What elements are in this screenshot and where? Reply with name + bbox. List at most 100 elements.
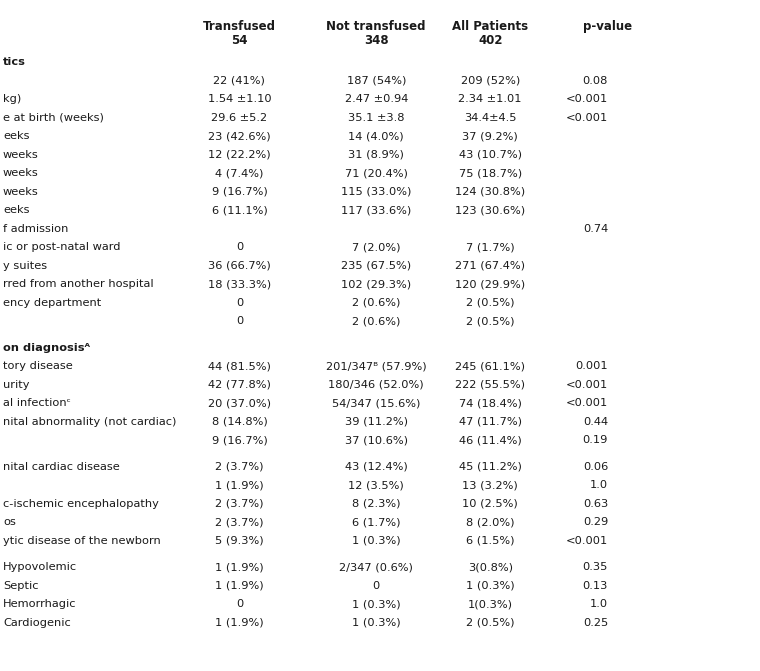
Text: 47 (11.7%): 47 (11.7%) xyxy=(459,417,521,427)
Text: 1.0: 1.0 xyxy=(590,599,608,609)
Text: 1 (1.9%): 1 (1.9%) xyxy=(215,581,264,591)
Text: f admission: f admission xyxy=(3,224,68,234)
Text: 46 (11.4%): 46 (11.4%) xyxy=(459,435,521,446)
Text: 8 (2.0%): 8 (2.0%) xyxy=(466,517,515,527)
Text: 2/347 (0.6%): 2/347 (0.6%) xyxy=(339,562,413,572)
Text: nital abnormality (not cardiac): nital abnormality (not cardiac) xyxy=(3,417,176,427)
Text: 0.06: 0.06 xyxy=(583,462,608,472)
Text: 23 (42.6%): 23 (42.6%) xyxy=(208,132,271,142)
Text: 0: 0 xyxy=(236,242,243,252)
Text: 2 (3.7%): 2 (3.7%) xyxy=(215,499,264,509)
Text: 1 (0.3%): 1 (0.3%) xyxy=(352,618,401,628)
Text: 2 (3.7%): 2 (3.7%) xyxy=(215,517,264,527)
Text: nital cardiac disease: nital cardiac disease xyxy=(3,462,120,472)
Text: 39 (11.2%): 39 (11.2%) xyxy=(345,417,407,427)
Text: 201/347ᴮ (57.9%): 201/347ᴮ (57.9%) xyxy=(326,362,426,372)
Text: 20 (37.0%): 20 (37.0%) xyxy=(208,399,271,409)
Text: 245 (61.1%): 245 (61.1%) xyxy=(455,362,525,372)
Text: 402: 402 xyxy=(478,34,502,47)
Text: 6 (1.7%): 6 (1.7%) xyxy=(352,517,401,527)
Text: rred from another hospital: rred from another hospital xyxy=(3,280,154,289)
Text: 0.19: 0.19 xyxy=(583,435,608,446)
Text: 0.63: 0.63 xyxy=(583,499,608,509)
Text: ency department: ency department xyxy=(3,298,101,308)
Text: 12 (3.5%): 12 (3.5%) xyxy=(348,480,404,491)
Text: y suites: y suites xyxy=(3,261,47,271)
Text: 117 (33.6%): 117 (33.6%) xyxy=(341,205,411,215)
Text: 6 (1.5%): 6 (1.5%) xyxy=(466,536,515,546)
Text: 34.4±4.5: 34.4±4.5 xyxy=(464,113,517,123)
Text: 42 (77.8%): 42 (77.8%) xyxy=(208,380,271,390)
Text: 1 (1.9%): 1 (1.9%) xyxy=(215,480,264,491)
Text: Not transfused: Not transfused xyxy=(327,20,426,33)
Text: kg): kg) xyxy=(3,95,21,105)
Text: weeks: weeks xyxy=(3,187,39,197)
Text: 2 (0.5%): 2 (0.5%) xyxy=(466,317,515,327)
Text: 71 (20.4%): 71 (20.4%) xyxy=(345,168,407,178)
Text: 0: 0 xyxy=(236,317,243,327)
Text: 8 (14.8%): 8 (14.8%) xyxy=(211,417,268,427)
Text: 74 (18.4%): 74 (18.4%) xyxy=(459,399,521,409)
Text: 2 (0.5%): 2 (0.5%) xyxy=(466,618,515,628)
Text: 115 (33.0%): 115 (33.0%) xyxy=(341,187,411,197)
Text: 43 (10.7%): 43 (10.7%) xyxy=(459,150,521,160)
Text: 9 (16.7%): 9 (16.7%) xyxy=(211,187,268,197)
Text: eeks: eeks xyxy=(3,132,30,142)
Text: 1 (1.9%): 1 (1.9%) xyxy=(215,618,264,628)
Text: 1 (1.9%): 1 (1.9%) xyxy=(215,562,264,572)
Text: 2 (3.7%): 2 (3.7%) xyxy=(215,462,264,472)
Text: 37 (10.6%): 37 (10.6%) xyxy=(345,435,407,446)
Text: <0.001: <0.001 xyxy=(565,536,608,546)
Text: 37 (9.2%): 37 (9.2%) xyxy=(462,132,518,142)
Text: 22 (41%): 22 (41%) xyxy=(214,76,265,86)
Text: 1 (0.3%): 1 (0.3%) xyxy=(352,599,401,609)
Text: 0.001: 0.001 xyxy=(575,362,608,372)
Text: 0: 0 xyxy=(372,581,380,591)
Text: 2.47 ±0.94: 2.47 ±0.94 xyxy=(344,95,408,105)
Text: 0: 0 xyxy=(236,298,243,308)
Text: 235 (67.5%): 235 (67.5%) xyxy=(341,261,411,271)
Text: Hypovolemic: Hypovolemic xyxy=(3,562,77,572)
Text: 5 (9.3%): 5 (9.3%) xyxy=(215,536,264,546)
Text: eeks: eeks xyxy=(3,205,30,215)
Text: 7 (2.0%): 7 (2.0%) xyxy=(352,242,401,252)
Text: 18 (33.3%): 18 (33.3%) xyxy=(207,280,271,289)
Text: <0.001: <0.001 xyxy=(565,113,608,123)
Text: 54: 54 xyxy=(231,34,248,47)
Text: 2 (0.6%): 2 (0.6%) xyxy=(352,298,401,308)
Text: 102 (29.3%): 102 (29.3%) xyxy=(341,280,411,289)
Text: 0.29: 0.29 xyxy=(583,517,608,527)
Text: 36 (66.7%): 36 (66.7%) xyxy=(208,261,271,271)
Text: ytic disease of the newborn: ytic disease of the newborn xyxy=(3,536,161,546)
Text: 31 (8.9%): 31 (8.9%) xyxy=(348,150,404,160)
Text: 29.6 ±5.2: 29.6 ±5.2 xyxy=(211,113,268,123)
Text: e at birth (weeks): e at birth (weeks) xyxy=(3,113,104,123)
Text: 0.08: 0.08 xyxy=(583,76,608,86)
Text: urity: urity xyxy=(3,380,30,390)
Text: 348: 348 xyxy=(364,34,388,47)
Text: al infectionᶜ: al infectionᶜ xyxy=(3,399,71,409)
Text: 123 (30.6%): 123 (30.6%) xyxy=(455,205,525,215)
Text: 222 (55.5%): 222 (55.5%) xyxy=(455,380,525,390)
Text: 209 (52%): 209 (52%) xyxy=(461,76,520,86)
Text: 1.0: 1.0 xyxy=(590,480,608,491)
Text: 13 (3.2%): 13 (3.2%) xyxy=(462,480,518,491)
Text: ic or post-natal ward: ic or post-natal ward xyxy=(3,242,121,252)
Text: 54/347 (15.6%): 54/347 (15.6%) xyxy=(332,399,420,409)
Text: 2.34 ±1.01: 2.34 ±1.01 xyxy=(458,95,522,105)
Text: 45 (11.2%): 45 (11.2%) xyxy=(459,462,521,472)
Text: 12 (22.2%): 12 (22.2%) xyxy=(208,150,271,160)
Text: Septic: Septic xyxy=(3,581,39,591)
Text: Cardiogenic: Cardiogenic xyxy=(3,618,71,628)
Text: <0.001: <0.001 xyxy=(565,95,608,105)
Text: 35.1 ±3.8: 35.1 ±3.8 xyxy=(348,113,404,123)
Text: 43 (12.4%): 43 (12.4%) xyxy=(345,462,407,472)
Text: <0.001: <0.001 xyxy=(565,399,608,409)
Text: 2 (0.5%): 2 (0.5%) xyxy=(466,298,515,308)
Text: Transfused: Transfused xyxy=(203,20,276,33)
Text: <0.001: <0.001 xyxy=(565,380,608,390)
Text: 180/346 (52.0%): 180/346 (52.0%) xyxy=(328,380,424,390)
Text: 0: 0 xyxy=(236,599,243,609)
Text: tory disease: tory disease xyxy=(3,362,73,372)
Text: on diagnosisᴬ: on diagnosisᴬ xyxy=(3,343,90,353)
